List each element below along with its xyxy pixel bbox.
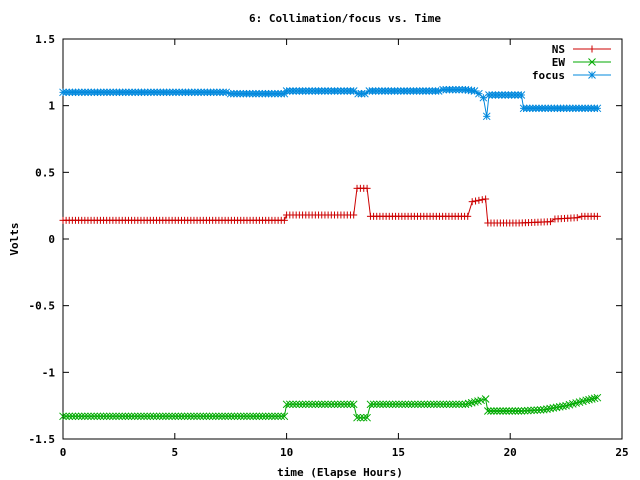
x-tick-label: 0 bbox=[60, 446, 67, 459]
x-tick-label: 20 bbox=[504, 446, 517, 459]
x-axis-label: time (Elapse Hours) bbox=[277, 466, 403, 479]
x-tick-label: 10 bbox=[280, 446, 293, 459]
x-axis: 0 5 10 15 20 25 bbox=[60, 39, 629, 459]
legend-marker bbox=[588, 71, 596, 79]
series-markers bbox=[59, 85, 602, 121]
series-markers bbox=[59, 393, 602, 422]
legend-marker bbox=[588, 58, 596, 66]
y-tick-label: 1.5 bbox=[35, 33, 55, 46]
y-axis: -1.5 -1 -0.5 0 0.5 1 1.5 bbox=[29, 33, 622, 446]
series-line bbox=[63, 187, 598, 224]
x-tick-label: 15 bbox=[392, 446, 405, 459]
plot-frame bbox=[62, 38, 623, 440]
y-tick-label: 0 bbox=[48, 233, 55, 246]
y-axis-label: Volts bbox=[8, 222, 21, 255]
y-tick-label: -1.5 bbox=[29, 433, 56, 446]
x-tick-label: 25 bbox=[615, 446, 628, 459]
legend-label: focus bbox=[532, 69, 565, 82]
chart-title: 6: Collimation/focus vs. Time bbox=[249, 12, 441, 25]
series-focus bbox=[59, 85, 602, 121]
y-tick-label: 0.5 bbox=[35, 166, 55, 179]
series-markers bbox=[59, 184, 601, 227]
series-ns bbox=[59, 184, 601, 227]
y-tick-label: -0.5 bbox=[29, 300, 56, 313]
legend-marker bbox=[588, 45, 596, 53]
y-tick-label: -1 bbox=[42, 366, 56, 379]
legend-label: EW bbox=[552, 56, 566, 69]
series-line bbox=[63, 397, 598, 419]
legend-label: NS bbox=[552, 43, 565, 56]
series-ew bbox=[59, 393, 602, 422]
x-tick-label: 5 bbox=[171, 446, 178, 459]
series-layer bbox=[59, 85, 602, 422]
y-tick-label: 1 bbox=[48, 100, 55, 113]
